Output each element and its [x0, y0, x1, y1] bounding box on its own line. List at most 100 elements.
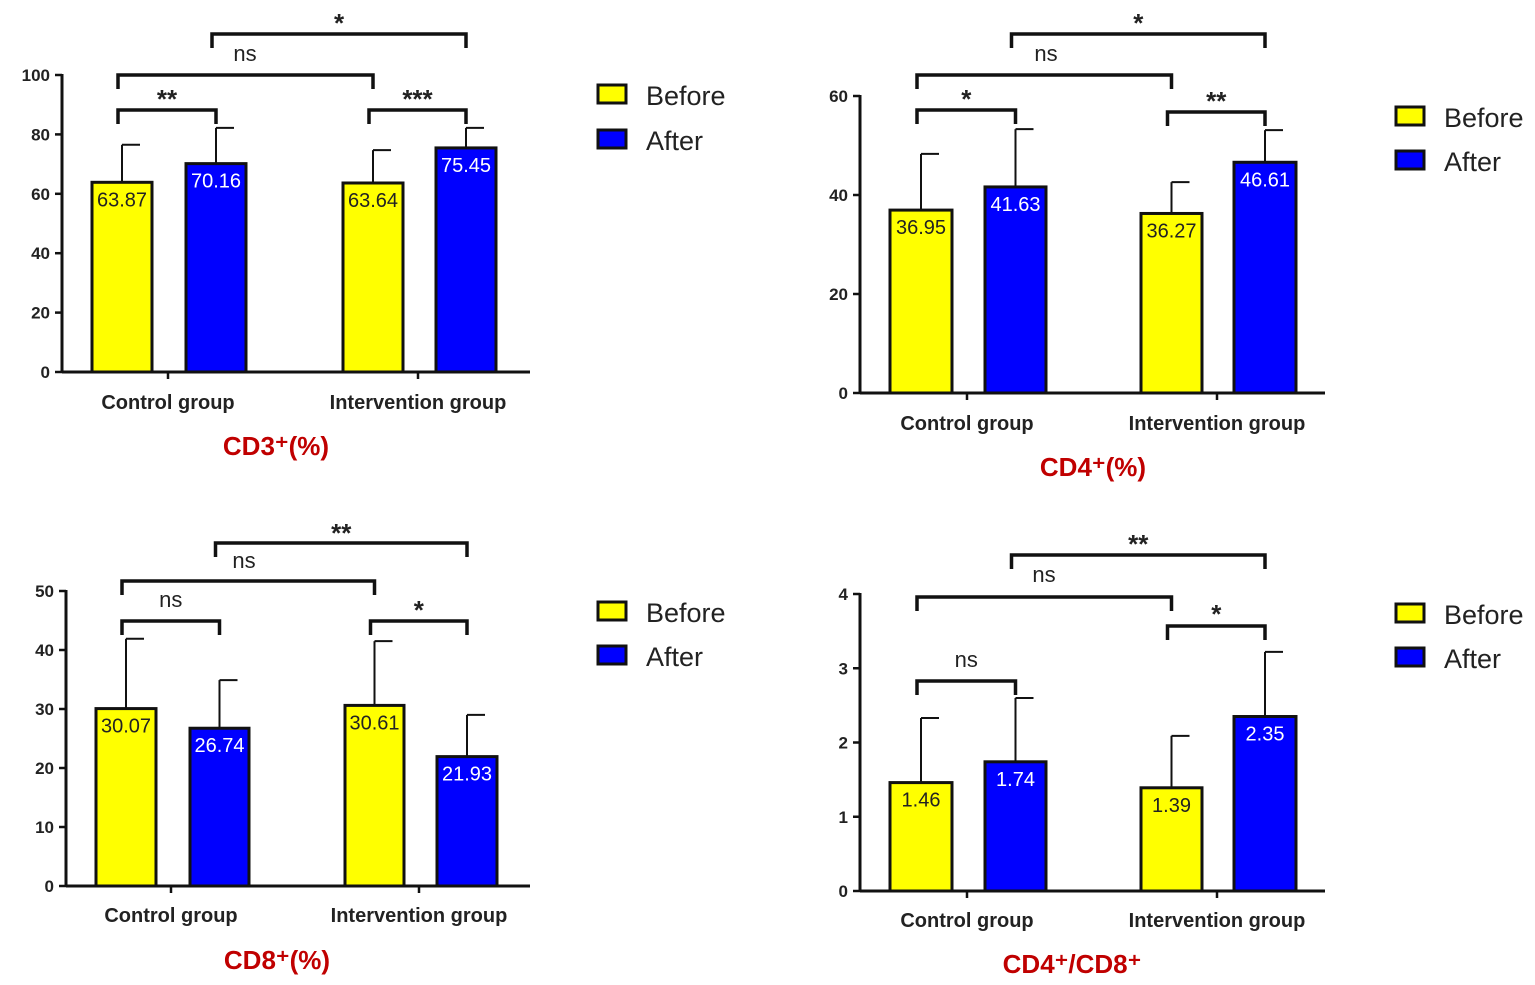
- significance-bracket: [1009, 32, 1267, 48]
- significance-label: **: [331, 518, 352, 548]
- y-tick-label: 0: [41, 363, 50, 382]
- y-tick-label: 1: [839, 808, 848, 827]
- bar-before: [90, 180, 154, 374]
- data-label: 21.93: [442, 764, 492, 786]
- significance-label: **: [157, 84, 178, 114]
- chart-panel-1: 0 20 40 60 80 100 Control group Intervention gr…: [22, 8, 726, 461]
- data-label: 26.74: [194, 735, 244, 757]
- chart-panel-3: 0 10 20 30 40 50 Control group Intervention gro…: [35, 518, 725, 975]
- y-tick-label: 0: [45, 877, 54, 896]
- y-tick-label: 30: [35, 700, 54, 719]
- significance-label: *: [334, 8, 345, 38]
- legend-label: Before: [646, 81, 726, 111]
- significance-bracket: [116, 73, 375, 89]
- y-tick-label: 3: [839, 659, 848, 678]
- y-tick-label: 100: [22, 66, 50, 85]
- significance-label: *: [961, 84, 972, 114]
- significance-bracket: [210, 32, 468, 48]
- data-label: 36.27: [1146, 220, 1196, 242]
- significance-bracket: [213, 541, 469, 557]
- significance-label: **: [1206, 86, 1227, 116]
- y-tick-label: 20: [35, 759, 54, 778]
- significance-label: ns: [159, 587, 182, 612]
- bar-after: [434, 146, 498, 374]
- bar-after: [1232, 160, 1298, 395]
- y-tick-label: 0: [839, 882, 848, 901]
- y-tick-label: 4: [839, 585, 849, 604]
- bar-after: [983, 760, 1048, 893]
- legend-swatch-before: [1394, 105, 1426, 127]
- significance-bracket: [1165, 110, 1267, 126]
- y-tick-label: 10: [35, 818, 54, 837]
- category-label: Control group: [104, 905, 237, 927]
- y-tick-label: 40: [829, 186, 848, 205]
- y-tick-label: 20: [31, 304, 50, 323]
- legend-label: Before: [1444, 600, 1524, 630]
- significance-bracket: [1009, 553, 1267, 569]
- significance-label: ns: [232, 548, 255, 573]
- chart-title: CD4⁺(%): [1040, 452, 1146, 482]
- legend: Before After: [596, 81, 726, 156]
- significance-bracket: [120, 619, 222, 635]
- significance-bracket: [915, 595, 1174, 611]
- legend-swatch-after: [1394, 646, 1426, 668]
- data-label: 1.74: [996, 769, 1035, 791]
- significance-bracket: [915, 679, 1018, 695]
- chart-panel-4: 0 1 2 3 4 Control group Intervention group 1.46…: [839, 529, 1524, 979]
- y-tick-label: 40: [31, 244, 50, 263]
- category-label: Intervention group: [1129, 910, 1306, 932]
- y-tick-label: 60: [829, 87, 848, 106]
- y-tick-label: 40: [35, 641, 54, 660]
- legend: Before After: [1394, 600, 1524, 674]
- bar-after: [184, 162, 248, 374]
- y-tick-label: 50: [35, 582, 54, 601]
- category-label: Control group: [101, 392, 234, 414]
- data-label: 30.07: [101, 716, 151, 738]
- data-label: 46.61: [1240, 169, 1290, 191]
- legend-swatch-before: [596, 83, 628, 105]
- data-label: 1.46: [902, 790, 941, 812]
- bar-after: [435, 755, 499, 888]
- significance-bracket: [120, 579, 377, 595]
- category-label: Intervention group: [331, 905, 508, 927]
- significance-label: **: [1128, 529, 1149, 559]
- significance-label: ***: [402, 84, 433, 114]
- legend: Before After: [596, 598, 726, 672]
- bar-before: [888, 781, 954, 893]
- significance-label: *: [414, 595, 425, 625]
- data-label: 41.63: [990, 194, 1040, 216]
- data-label: 63.64: [348, 190, 398, 212]
- legend-label: After: [1444, 644, 1501, 674]
- legend-swatch-before: [596, 600, 628, 622]
- legend-swatch-before: [1394, 602, 1426, 624]
- significance-bracket: [1165, 624, 1267, 640]
- bar-after: [983, 185, 1048, 395]
- bar-after: [1232, 715, 1298, 893]
- significance-bracket: [915, 108, 1018, 124]
- bar-before: [94, 707, 158, 888]
- legend-swatch-after: [1394, 149, 1426, 171]
- bar-before: [1139, 211, 1204, 395]
- legend-label: After: [646, 642, 703, 672]
- data-label: 63.87: [97, 189, 147, 211]
- y-tick-label: 20: [829, 285, 848, 304]
- data-label: 70.16: [191, 171, 241, 193]
- legend-label: After: [646, 126, 703, 156]
- significance-label: ns: [955, 647, 978, 672]
- y-tick-label: 2: [839, 734, 848, 753]
- significance-label: ns: [1034, 41, 1057, 66]
- data-label: 30.61: [349, 712, 399, 734]
- legend-label: Before: [1444, 103, 1524, 133]
- category-label: Control group: [900, 910, 1033, 932]
- significance-bracket: [915, 73, 1174, 89]
- significance-label: ns: [1032, 562, 1055, 587]
- chart-panel-2: 0 20 40 60 Control group Intervention group 36…: [829, 8, 1523, 482]
- data-label: 1.39: [1152, 795, 1191, 817]
- category-label: Intervention group: [1129, 413, 1306, 435]
- bar-before: [341, 181, 405, 374]
- data-label: 2.35: [1246, 724, 1285, 746]
- chart-title: CD3⁺(%): [223, 431, 329, 461]
- legend: Before After: [1394, 103, 1524, 177]
- significance-label: *: [1211, 599, 1222, 629]
